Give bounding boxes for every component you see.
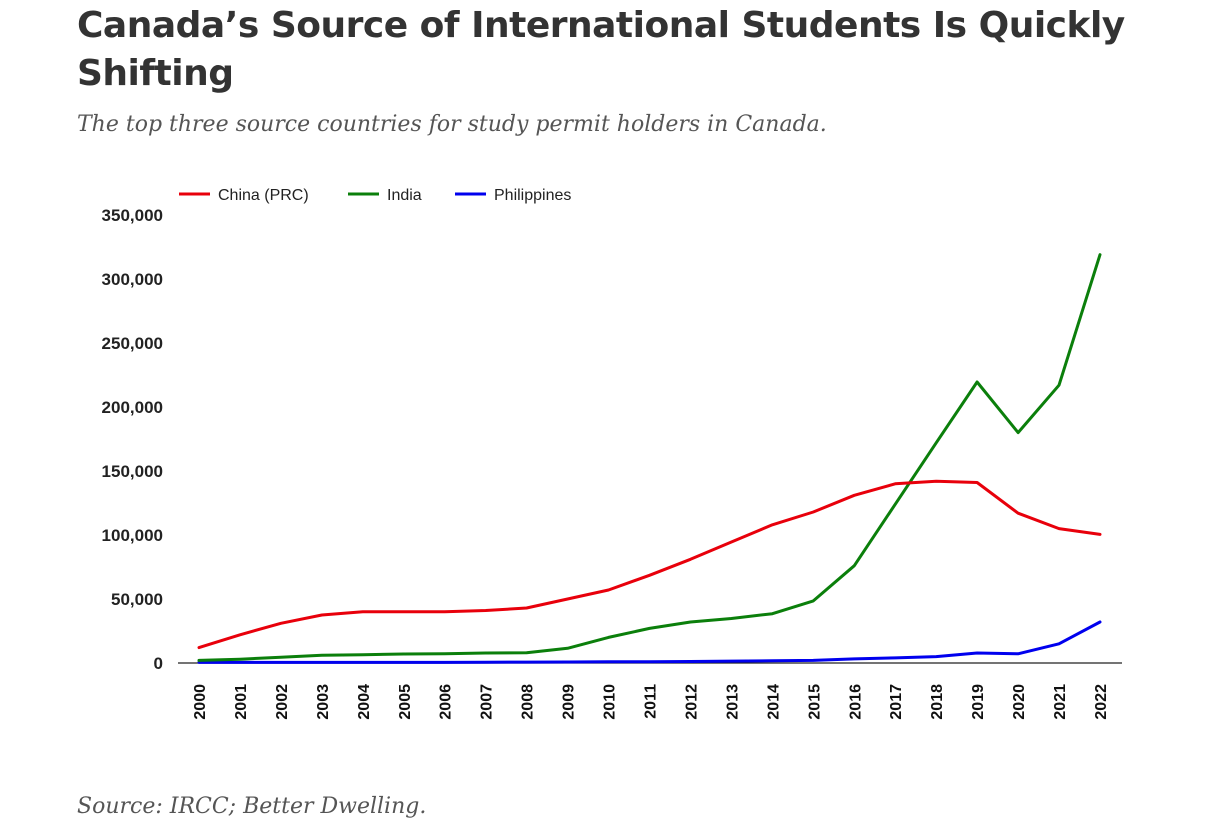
legend-label: Philippines <box>494 187 571 204</box>
x-axis-ticks: 2000 2001 2002 2003 2004 2005 2006 2007 2008 2009… <box>192 684 1110 720</box>
x-tick-label: 2013 <box>724 684 741 720</box>
y-tick-label: 300,000 <box>102 270 163 289</box>
x-tick-label: 2006 <box>438 684 455 720</box>
legend: China (PRC) India Philippines <box>179 187 571 204</box>
x-tick-label: 2022 <box>1093 684 1110 720</box>
y-tick-label: 0 <box>154 654 163 673</box>
x-tick-label: 2002 <box>274 684 291 720</box>
legend-label: India <box>387 187 422 204</box>
series-line-china-prc <box>197 479 1102 650</box>
x-tick-label: 2019 <box>970 684 987 720</box>
x-tick-label: 2005 <box>397 684 414 720</box>
x-tick-label: 2001 <box>233 684 250 720</box>
x-tick-label: 2003 <box>315 684 332 720</box>
x-tick-label: 2011 <box>643 684 660 719</box>
series-line-philippines <box>197 620 1102 664</box>
series-lines <box>197 253 1102 664</box>
x-tick-label: 2000 <box>192 684 209 720</box>
x-tick-label: 2008 <box>520 684 537 720</box>
series-line-india <box>197 253 1102 662</box>
x-tick-label: 2010 <box>602 684 619 720</box>
chart-subtitle: The top three source countries for study… <box>77 112 827 137</box>
y-axis-ticks: 0 50,000 100,000 150,000 200,000 250,000 300,0… <box>102 206 163 673</box>
x-tick-label: 2015 <box>806 684 823 720</box>
x-tick-label: 2004 <box>356 684 373 720</box>
x-tick-label: 2007 <box>479 684 496 720</box>
x-tick-label: 2009 <box>561 684 578 720</box>
y-tick-label: 150,000 <box>102 462 163 481</box>
x-tick-label: 2021 <box>1052 684 1069 720</box>
y-tick-label: 50,000 <box>111 590 163 609</box>
x-tick-label: 2016 <box>847 684 864 720</box>
chart-title: Canada’s Source of International Student… <box>77 5 1125 94</box>
x-tick-label: 2017 <box>888 684 905 720</box>
source-note: Source: IRCC; Better Dwelling. <box>77 794 427 819</box>
y-tick-label: 100,000 <box>102 526 163 545</box>
x-tick-label: 2018 <box>929 684 946 720</box>
y-tick-label: 250,000 <box>102 334 163 353</box>
y-tick-label: 200,000 <box>102 398 163 417</box>
x-tick-label: 2014 <box>765 684 782 720</box>
x-tick-label: 2020 <box>1011 684 1028 720</box>
x-tick-label: 2012 <box>683 684 700 720</box>
y-tick-label: 350,000 <box>102 206 163 225</box>
legend-label: China (PRC) <box>218 187 309 204</box>
